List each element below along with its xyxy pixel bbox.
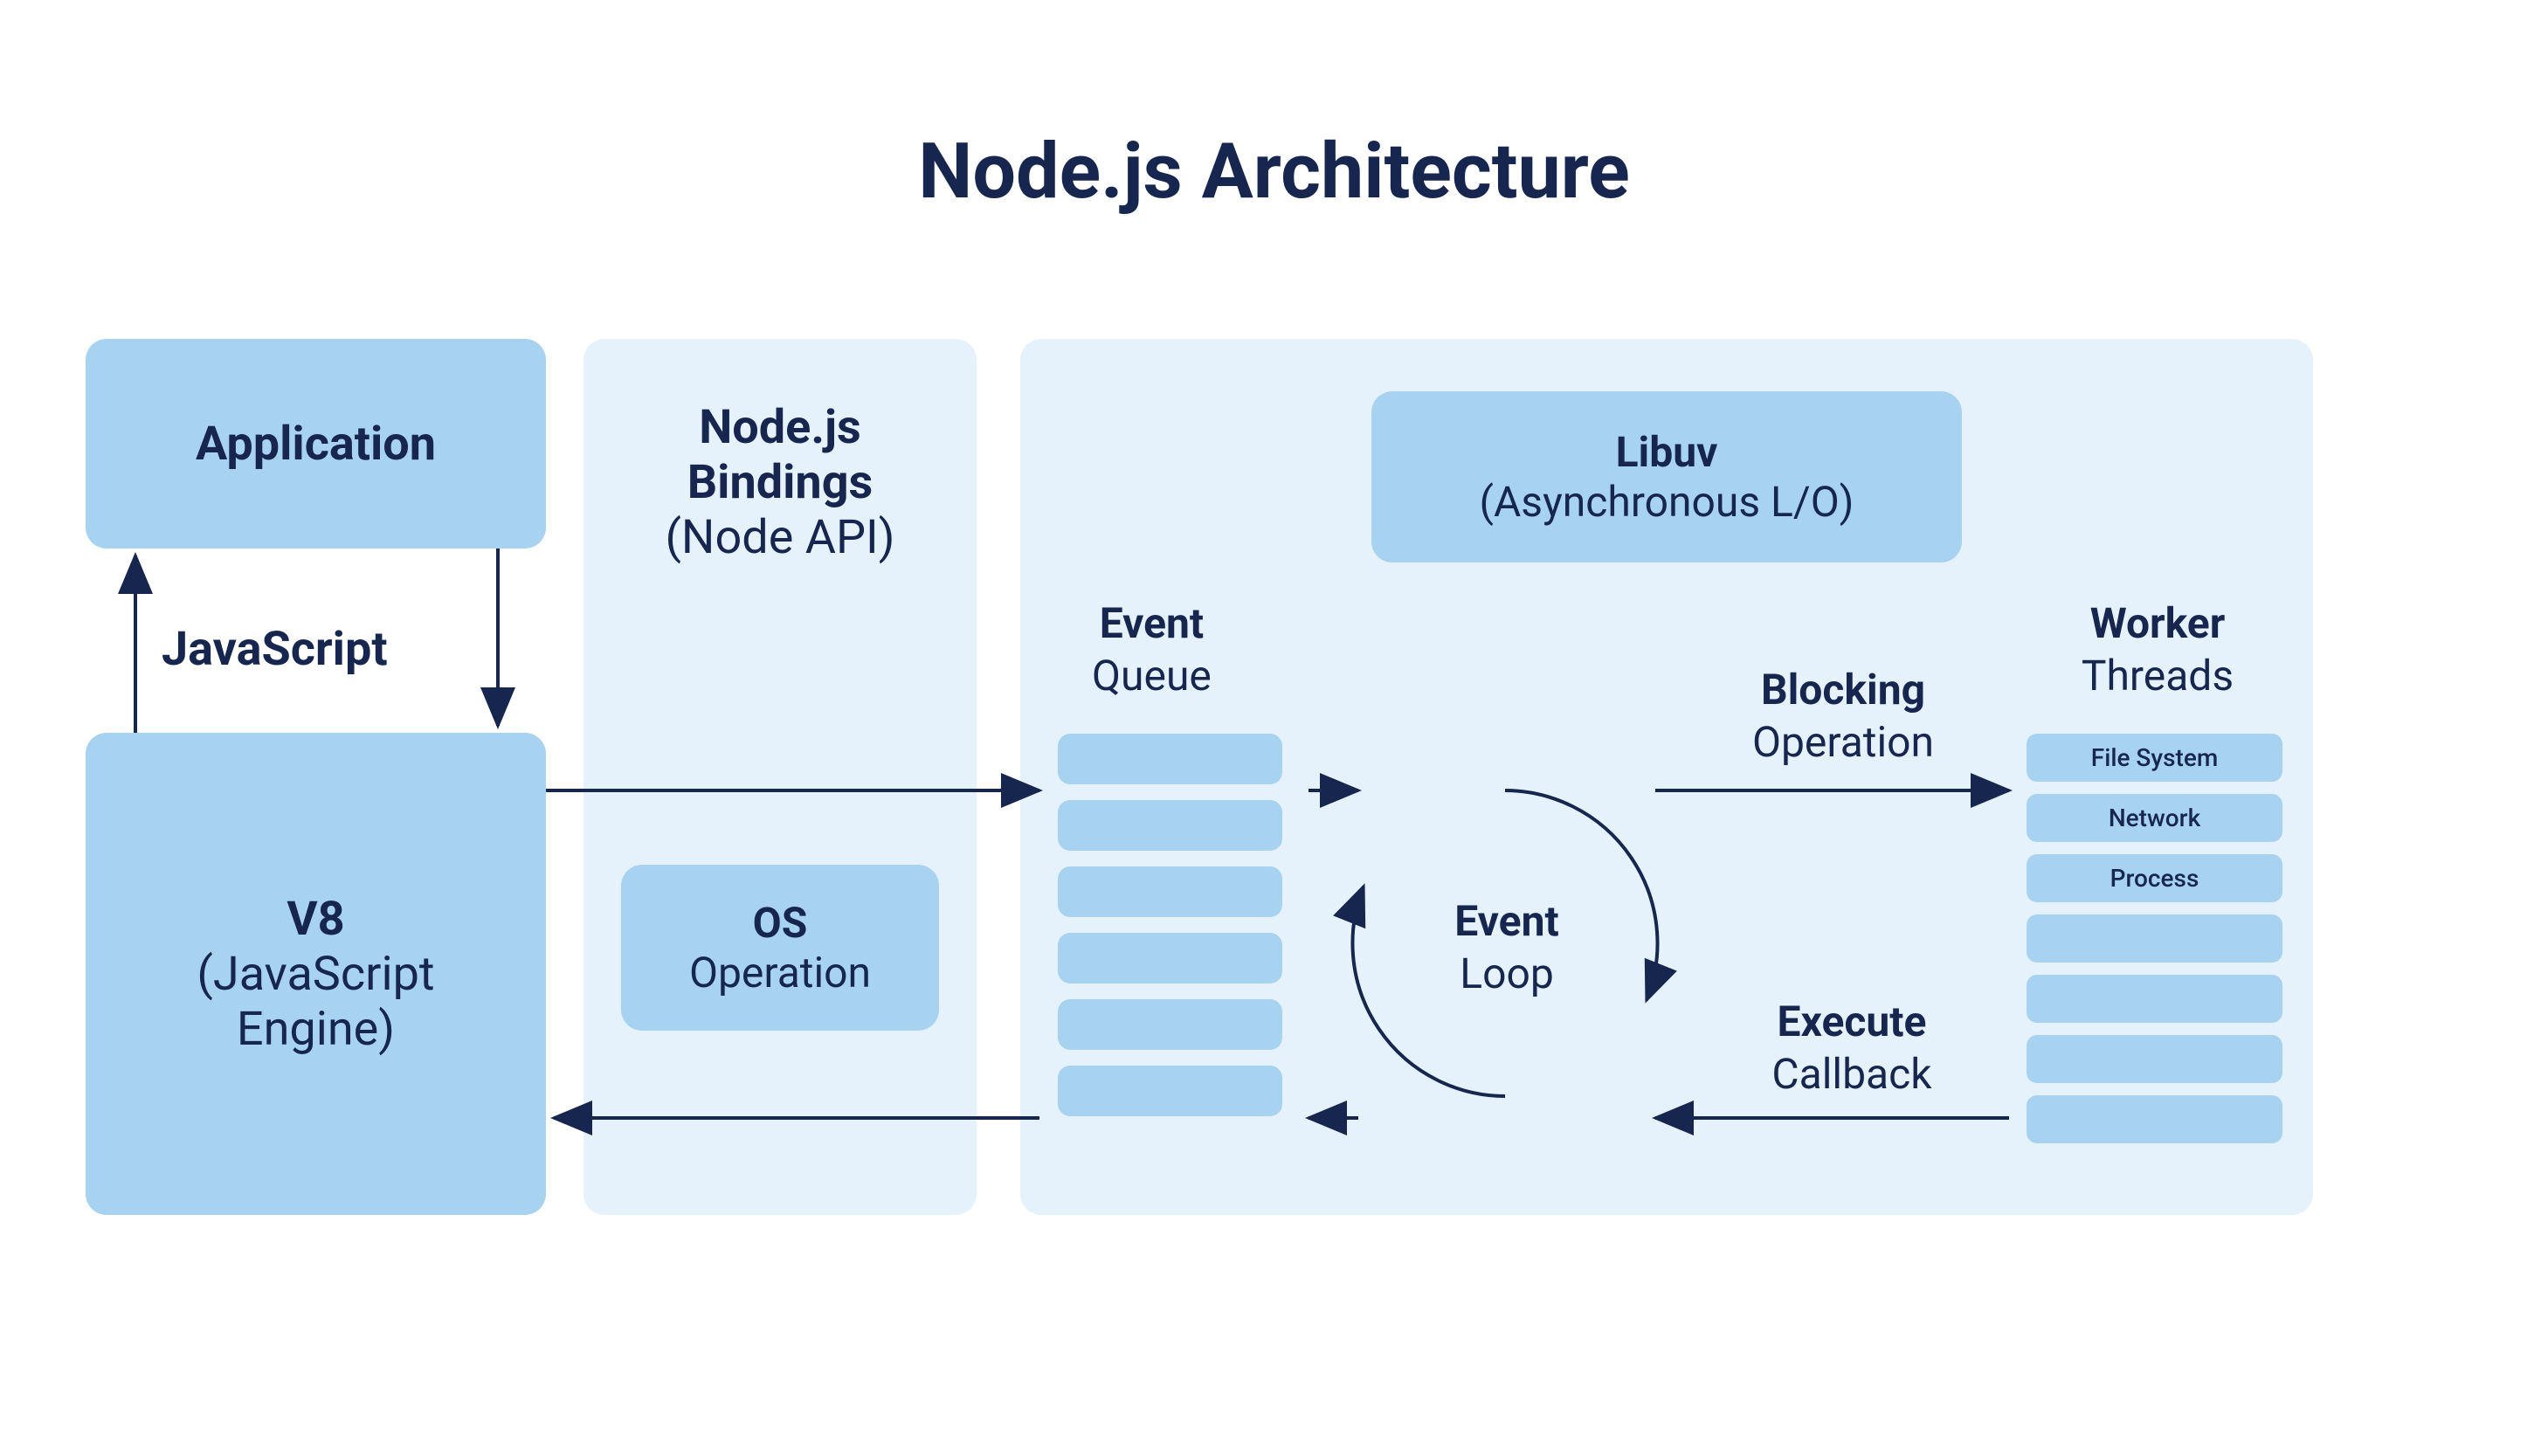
worker-item	[2027, 975, 2282, 1023]
v8-label-2: (JavaScript	[197, 947, 434, 1002]
execute-label-bold: Execute	[1778, 997, 1927, 1046]
os-label-1: OS	[753, 898, 808, 948]
v8-label-1: V8	[287, 892, 344, 947]
blocking-operation-label: Blocking Operation	[1712, 664, 1974, 769]
worker-item: Process	[2027, 854, 2282, 902]
libuv-label-2: (Asynchronous L/O)	[1480, 477, 1854, 527]
worker-threads-items: File System Network Process	[2027, 734, 2282, 1156]
worker-label-bold: Worker	[2090, 598, 2226, 648]
worker-item: File System	[2027, 734, 2282, 782]
libuv-label-1: Libuv	[1616, 427, 1718, 477]
event-loop-label: Event Loop	[1441, 895, 1572, 1000]
event-queue-items	[1058, 734, 1282, 1132]
queue-item	[1058, 933, 1282, 983]
queue-item	[1058, 999, 1282, 1050]
execute-callback-label: Execute Callback	[1738, 996, 1965, 1101]
queue-item	[1058, 866, 1282, 917]
application-label: Application	[196, 417, 436, 472]
javascript-label: JavaScript	[162, 622, 388, 677]
v8-label-3: Engine)	[237, 1002, 395, 1057]
worker-item	[2027, 1095, 2282, 1143]
queue-item	[1058, 1066, 1282, 1116]
event-queue-label-bold: Event	[1100, 598, 1204, 648]
worker-label-normal: Threads	[2082, 651, 2234, 700]
bindings-label-3: (Node API)	[665, 510, 894, 565]
queue-item	[1058, 734, 1282, 784]
blocking-label-normal: Operation	[1752, 717, 1934, 767]
event-loop-label-normal: Loop	[1460, 949, 1554, 998]
diagram-title: Node.js Architecture	[918, 127, 1629, 217]
worker-item	[2027, 1035, 2282, 1083]
worker-item	[2027, 914, 2282, 963]
bindings-label-1: Node.js	[699, 400, 861, 455]
event-queue-label-normal: Queue	[1092, 651, 1212, 700]
worker-threads-label: Worker Threads	[2057, 597, 2258, 702]
bindings-label-2: Bindings	[687, 455, 874, 510]
event-queue-label: Event Queue	[1092, 597, 1212, 702]
os-label-2: Operation	[689, 948, 871, 997]
worker-item: Network	[2027, 794, 2282, 842]
queue-item	[1058, 800, 1282, 851]
application-box: Application	[86, 339, 546, 549]
bindings-box: Node.js Bindings (Node API)	[583, 339, 977, 1215]
execute-label-normal: Callback	[1771, 1049, 1931, 1099]
libuv-box: Libuv (Asynchronous L/O)	[1371, 391, 1962, 562]
blocking-label-bold: Blocking	[1761, 665, 1925, 714]
os-operation-box: OS Operation	[621, 865, 939, 1031]
event-loop-label-bold: Event	[1454, 896, 1558, 946]
v8-box: V8 (JavaScript Engine)	[86, 733, 546, 1215]
